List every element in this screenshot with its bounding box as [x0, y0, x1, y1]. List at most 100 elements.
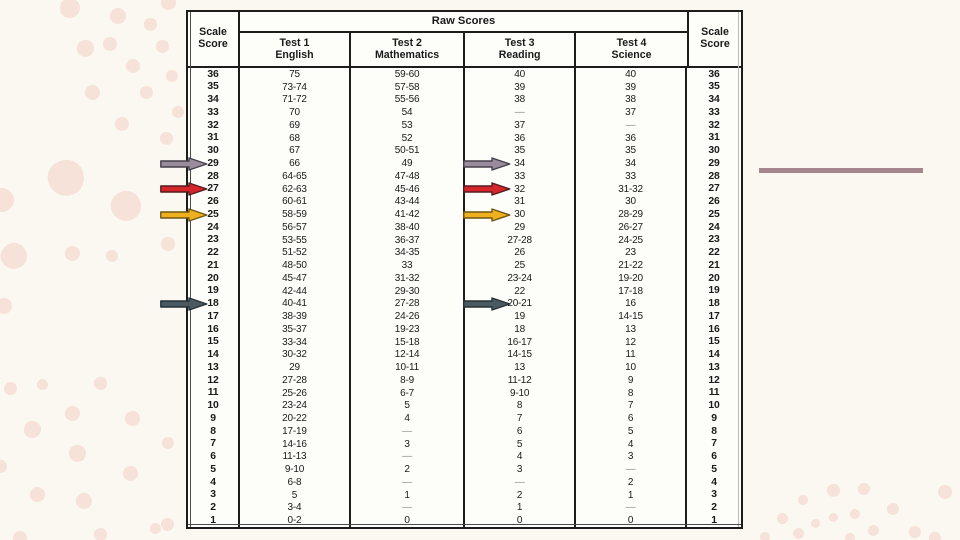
math-raw-score-cell: 59-60	[351, 68, 466, 81]
math-raw-score-cell: 31-32	[351, 272, 466, 285]
reading-raw-score-cell: 11-12	[465, 374, 577, 387]
reading-raw-score-cell: —	[465, 106, 577, 119]
science-raw-score-cell: 4	[576, 437, 687, 451]
scan-frame-line	[738, 12, 739, 527]
scale-header-line2: Score	[700, 38, 730, 50]
science-raw-score-cell: 14-15	[576, 310, 687, 323]
english-raw-score-cell: 5	[240, 488, 351, 502]
math-raw-score-cell: 57-58	[351, 80, 466, 94]
math-raw-score-cell: —	[351, 450, 466, 464]
scale-score-cell-right: 15	[708, 336, 720, 348]
math-raw-score-cell: 6-7	[351, 386, 466, 400]
science-raw-score-cell: —	[576, 501, 687, 515]
science-raw-score-cell: 26-27	[576, 221, 687, 234]
science-raw-score-cell: 21-22	[576, 259, 687, 272]
reading-raw-score-cell: 1	[465, 501, 577, 515]
reading-raw-score-cell: 25	[465, 259, 577, 272]
reading-raw-score-cell: 13	[465, 361, 577, 374]
english-raw-score-cell: 23-24	[240, 399, 351, 413]
scale-score-cell-left: 35	[188, 80, 240, 94]
scale-score-cell-left: 33	[188, 106, 240, 119]
science-raw-score-cell: 35	[576, 144, 687, 158]
purple-arrow-left-scale-29	[160, 156, 208, 171]
scale-score-cell-right: 30	[708, 145, 720, 157]
science-raw-score-cell: 23	[576, 246, 687, 260]
scale-score-cell-left: 11	[188, 386, 240, 400]
english-raw-score-cell: 73-74	[240, 80, 351, 94]
math-raw-score-cell: 27-28	[351, 297, 466, 311]
english-raw-score-cell: 35-37	[240, 323, 351, 336]
scale-score-cell-right: 22	[708, 247, 720, 259]
scale-score-cell-left: 30	[188, 144, 240, 158]
english-raw-score-cell: 69	[240, 119, 351, 132]
english-raw-score-cell: 62-63	[240, 182, 351, 196]
scale-score-cell-left: 7	[188, 437, 240, 451]
scale-score-cell-right: 12	[708, 374, 720, 386]
math-raw-score-cell: 4	[351, 412, 466, 425]
science-raw-score-cell: 38	[576, 93, 687, 107]
reading-raw-score-cell: 8	[465, 399, 577, 413]
slate-arrow-reading-scale-18	[463, 297, 511, 311]
science-raw-score-cell: —	[576, 463, 687, 476]
scale-score-cell-left: 26	[188, 195, 240, 209]
math-raw-score-cell: 3	[351, 437, 466, 451]
english-raw-score-cell: 67	[240, 144, 351, 158]
math-raw-score-cell: 5	[351, 399, 466, 413]
english-raw-score-cell: 66	[240, 157, 351, 170]
scale-score-cell-left: 6	[188, 450, 240, 464]
reading-raw-score-cell: —	[465, 476, 577, 489]
science-raw-score-cell: 36	[576, 131, 687, 145]
english-raw-score-cell: 58-59	[240, 208, 351, 221]
scan-frame-line	[190, 12, 191, 527]
science-raw-score-cell: 2	[576, 476, 687, 489]
reading-raw-score-cell: 7	[465, 412, 577, 425]
math-raw-score-cell: 36-37	[351, 233, 466, 247]
scale-score-cell-left: 36	[188, 68, 240, 81]
purple-arrow-reading-scale-29	[463, 156, 511, 171]
scale-score-cell-right: 20	[708, 272, 720, 284]
math-raw-score-cell: 53	[351, 119, 466, 132]
scale-score-cell-left: 14	[188, 348, 240, 362]
scale-score-cell-right: 21	[708, 259, 720, 271]
scale-score-cell-left: 27	[188, 182, 240, 196]
decorative-accent-line	[759, 168, 923, 173]
english-raw-score-cell: 3-4	[240, 501, 351, 515]
reading-raw-score-cell: 40	[465, 68, 577, 81]
scale-score-cell-left: 15	[188, 335, 240, 349]
slate-arrow-left-scale-18	[160, 297, 208, 311]
scan-frame-line	[188, 524, 741, 525]
scale-header-line2: Score	[198, 38, 228, 50]
scale-score-cell-right: 26	[708, 196, 720, 208]
english-raw-score-cell: 0-2	[240, 514, 351, 527]
english-raw-score-cell: 14-16	[240, 437, 351, 451]
math-raw-score-cell: —	[351, 501, 466, 515]
scale-score-cell-left: 28	[188, 170, 240, 183]
english-raw-score-cell: 48-50	[240, 259, 351, 272]
science-raw-score-cell: 11	[576, 348, 687, 362]
reading-raw-score-cell: 37	[465, 119, 577, 132]
test4-science-header: Test 4 Science	[576, 33, 687, 68]
scale-score-cell-left: 25	[188, 208, 240, 221]
scale-score-cell-right: 23	[708, 234, 720, 246]
math-raw-score-cell: 19-23	[351, 323, 466, 336]
raw-scores-header: Raw Scores	[240, 12, 687, 33]
science-raw-score-cell: 30	[576, 195, 687, 209]
english-raw-score-cell: 30-32	[240, 348, 351, 362]
test2-mathematics-header: Test 2 Mathematics	[350, 33, 466, 68]
reading-raw-score-cell: 20-21	[465, 297, 577, 311]
scale-score-cell-right: 35	[708, 81, 720, 93]
red-arrow-reading-scale-27	[463, 182, 511, 196]
scale-score-cell-right: 19	[708, 285, 720, 297]
scale-score-cell-right: 1	[711, 514, 717, 526]
math-raw-score-cell: 1	[351, 488, 466, 502]
science-raw-score-cell: 17-18	[576, 284, 687, 298]
scale-score-cell-left: 29	[188, 157, 240, 170]
scale-score-cell-left: 3	[188, 488, 240, 502]
english-raw-score-cell: 51-52	[240, 246, 351, 260]
english-raw-score-cell: 33-34	[240, 335, 351, 349]
math-raw-score-cell: 29-30	[351, 284, 466, 298]
math-raw-score-cell: 55-56	[351, 93, 466, 107]
scale-score-cell-left: 17	[188, 310, 240, 323]
math-raw-score-cell: 54	[351, 106, 466, 119]
reading-raw-score-cell: 19	[465, 310, 577, 323]
